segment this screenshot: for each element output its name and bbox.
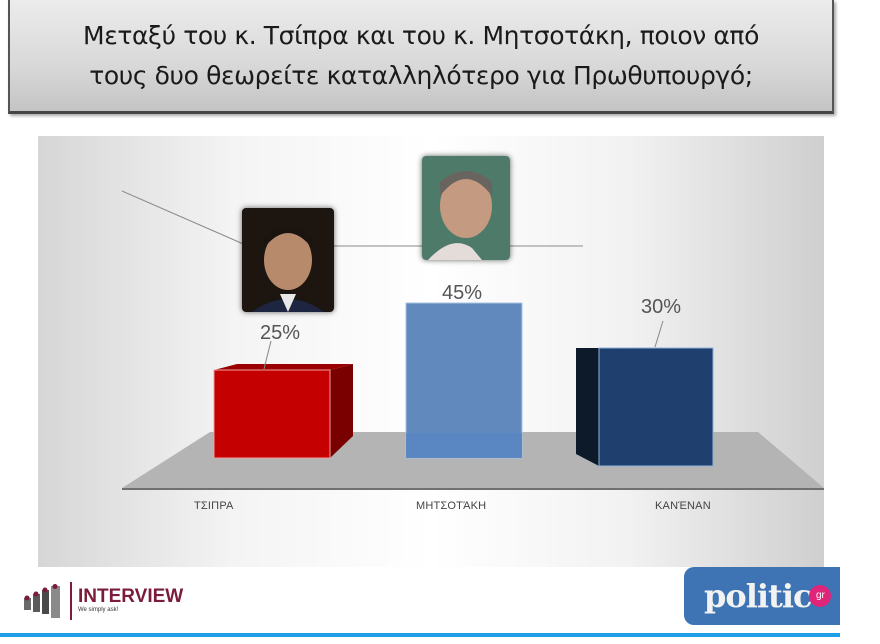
question-line-2: τους δυο θεωρείτε καταλληλότερο για Πρωθ…: [89, 60, 753, 90]
value-label-tsipras: 25%: [260, 322, 301, 344]
value-label-mitsotakis: 45%: [442, 282, 483, 304]
politic-logo: politic gr: [684, 567, 840, 625]
portrait-tsipras-image: [242, 208, 334, 312]
chart-3d-floor: [121, 190, 824, 490]
category-label-mitsotakis: ΜΗΤΣΟΤΆΚΗ: [416, 500, 487, 512]
interview-bars-icon: [24, 584, 60, 618]
category-label-kanenan: ΚΑΝΈΝΑΝ: [655, 500, 711, 512]
question-line-1: Μεταξύ του κ. Τσίπρα και του κ. Μητσοτάκ…: [83, 20, 759, 50]
interview-logo: INTERVIEW We simply ask!: [22, 578, 183, 624]
bar-kanenan: [576, 320, 714, 467]
question-header: Μεταξύ του κ. Τσίπρα και του κ. Μητσοτάκ…: [8, 0, 834, 114]
bar-mitsotakis: [405, 302, 523, 459]
interview-logo-name: INTERVIEW: [78, 586, 184, 607]
portrait-mitsotakis-image: [422, 156, 510, 260]
interview-logo-tagline: We simply ask!: [78, 607, 119, 613]
politic-logo-word: politic: [704, 577, 812, 615]
value-label-kanenan: 30%: [641, 296, 682, 318]
category-label-tsipras: ΤΣΙΠΡΑ: [194, 500, 234, 512]
bar-tsipras: [213, 340, 353, 459]
politic-gr-badge: gr: [809, 585, 832, 607]
footer-accent-bar: [0, 633, 840, 637]
logo-separator: [70, 582, 72, 620]
chart-panel: 25% 45% 30% ΤΣΙΠΡΑ ΜΗΤΣΟΤΆΚΗ ΚΑΝΈΝΑΝ: [38, 136, 824, 567]
